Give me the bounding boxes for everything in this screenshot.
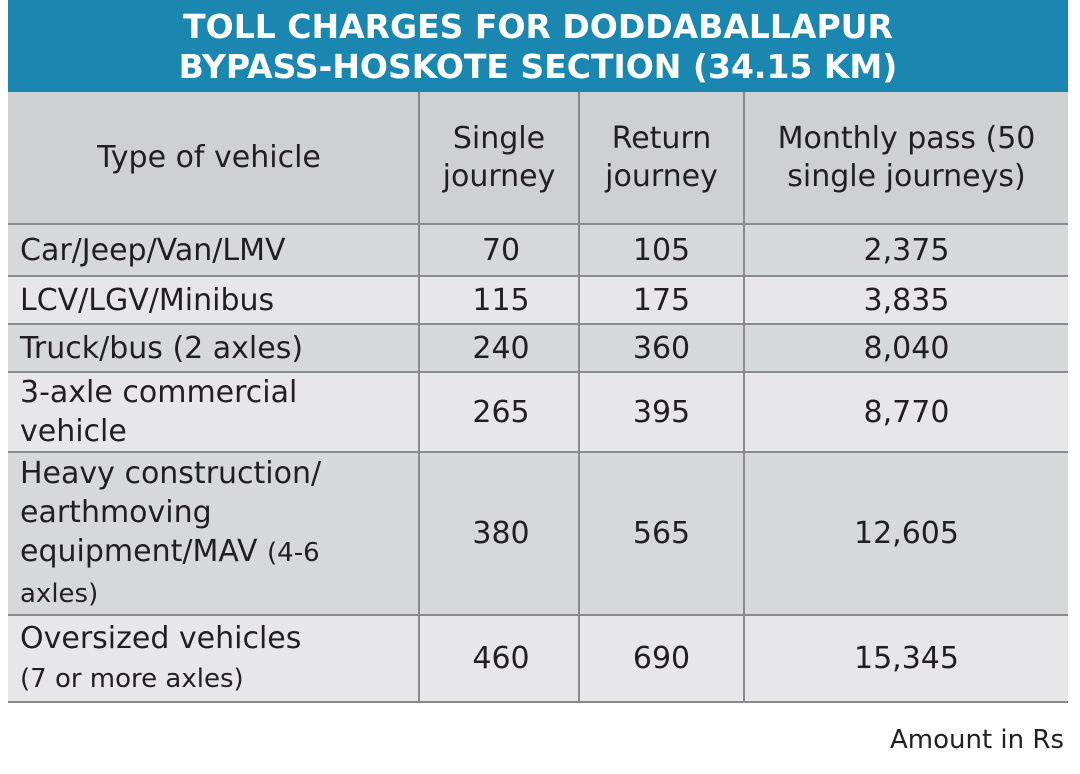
table-title: TOLL CHARGES FOR DODDABALLAPUR BYPASS-HO… — [8, 0, 1068, 92]
table-row: 3-axle commercial vehicle 265 395 8,770 — [8, 372, 1068, 453]
monthly-cell: 12,605 — [744, 452, 1068, 616]
header-single-line-1: Single — [452, 120, 546, 156]
vehicle-line: earthmoving — [20, 494, 212, 530]
table-row: Oversized vehicles (7 or more axles) 460… — [8, 615, 1068, 703]
header-return-journey: Return journey — [579, 92, 745, 225]
header-return-line-2: journey — [605, 158, 718, 194]
table-row: LCV/LGV/Minibus 115 175 3,835 — [8, 276, 1068, 325]
vehicle-note: (4-6 — [267, 537, 320, 568]
vehicle-cell: 3-axle commercial vehicle — [8, 372, 420, 453]
table-row: Car/Jeep/Van/LMV 70 105 2,375 — [8, 224, 1068, 277]
title-line-2: BYPASS-HOSKOTE SECTION (34.15 KM) — [178, 47, 898, 86]
monthly-cell: 8,040 — [744, 324, 1068, 373]
header-single-line-2: journey — [442, 158, 556, 194]
footnote: Amount in Rs — [889, 725, 1064, 755]
vehicle-line: Heavy construction/ — [20, 455, 322, 491]
header-single-journey: Single journey — [419, 92, 580, 225]
single-cell: 265 — [419, 372, 580, 453]
single-cell: 240 — [419, 324, 580, 373]
monthly-cell: 8,770 — [744, 372, 1068, 453]
vehicle-line: vehicle — [20, 414, 127, 449]
return-cell: 395 — [579, 372, 745, 453]
toll-table: Type of vehicle Single journey Return jo… — [8, 92, 1068, 703]
title-line-1: TOLL CHARGES FOR DODDABALLAPUR — [183, 7, 893, 46]
single-cell: 460 — [419, 615, 580, 703]
header-return-line-1: Return — [611, 120, 712, 156]
header-row: Type of vehicle Single journey Return jo… — [8, 92, 1068, 225]
header-monthly-line-2: single journeys) — [787, 158, 1026, 194]
monthly-cell: 3,835 — [744, 276, 1068, 325]
vehicle-cell: Oversized vehicles (7 or more axles) — [8, 615, 420, 703]
vehicle-cell: Car/Jeep/Van/LMV — [8, 224, 420, 277]
header-type-of-vehicle: Type of vehicle — [8, 92, 420, 225]
vehicle-line: equipment/MAV — [20, 533, 258, 569]
return-cell: 690 — [579, 615, 745, 703]
single-cell: 115 — [419, 276, 580, 325]
return-cell: 175 — [579, 276, 745, 325]
monthly-cell: 15,345 — [744, 615, 1068, 703]
header-monthly-pass: Monthly pass (50 single journeys) — [744, 92, 1068, 225]
single-cell: 380 — [419, 452, 580, 616]
return-cell: 105 — [579, 224, 745, 277]
single-cell: 70 — [419, 224, 580, 277]
table-row: Truck/bus (2 axles) 240 360 8,040 — [8, 324, 1068, 373]
vehicle-cell: LCV/LGV/Minibus — [8, 276, 420, 325]
return-cell: 565 — [579, 452, 745, 616]
vehicle-line: Truck/bus (2 axles) — [20, 330, 304, 366]
vehicle-line: 3-axle commercial — [20, 375, 298, 410]
vehicle-cell: Heavy construction/ earthmoving equipmen… — [8, 452, 420, 616]
monthly-cell: 2,375 — [744, 224, 1068, 277]
table-row: Heavy construction/ earthmoving equipmen… — [8, 452, 1068, 616]
vehicle-cell: Truck/bus (2 axles) — [8, 324, 420, 373]
vehicle-line: Car/Jeep/Van/LMV — [20, 232, 286, 268]
header-monthly-line-1: Monthly pass (50 — [777, 120, 1036, 156]
vehicle-line: Oversized vehicles — [20, 620, 302, 656]
vehicle-note: axles) — [20, 578, 99, 609]
vehicle-line: LCV/LGV/Minibus — [20, 282, 275, 318]
vehicle-note: (7 or more axles) — [20, 663, 244, 694]
return-cell: 360 — [579, 324, 745, 373]
